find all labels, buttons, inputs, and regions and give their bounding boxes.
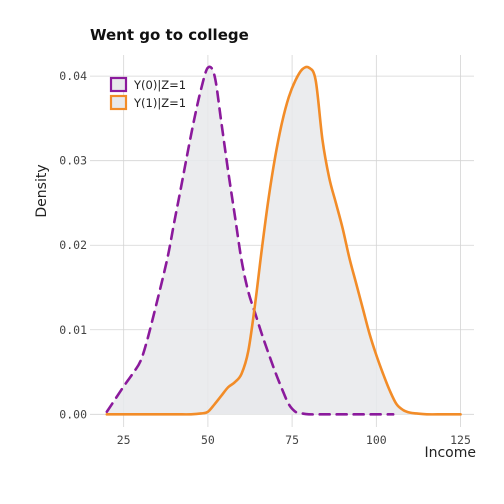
x-axis-title: Income: [424, 445, 476, 461]
x-tick-label: 75: [285, 433, 299, 447]
legend-key-1: [109, 76, 128, 93]
legend-key-2: [109, 94, 128, 111]
density-line-1: [105, 65, 395, 416]
chart-title: Went go to college: [90, 26, 249, 44]
y-tick-label: 0.03: [59, 154, 87, 168]
y-axis-title: Density: [34, 164, 50, 217]
density-area-2: [106, 66, 461, 415]
y-tick-label: 0.02: [59, 238, 87, 252]
x-tick-label: 125: [450, 433, 471, 447]
y-tick-label: 0.01: [59, 323, 87, 337]
density-fills: [106, 66, 461, 415]
density-area-1: [106, 66, 394, 415]
x-tick-label: 50: [201, 433, 215, 447]
y-tick-label: 0.00: [59, 407, 87, 421]
tick-labels: 25 50 75 100 125 0.00 0.01 0.02 0.03 0.04: [59, 69, 471, 447]
legend-label-2: Y(1)|Z=1: [133, 96, 186, 110]
x-tick-label: 100: [366, 433, 387, 447]
density-lines: [105, 65, 462, 416]
density-line-2: [105, 65, 462, 416]
x-tick-label: 25: [117, 433, 131, 447]
legend-label-1: Y(0)|Z=1: [133, 78, 186, 92]
y-tick-label: 0.04: [59, 69, 87, 83]
legend: Y(0)|Z=1 Y(1)|Z=1: [109, 76, 186, 111]
